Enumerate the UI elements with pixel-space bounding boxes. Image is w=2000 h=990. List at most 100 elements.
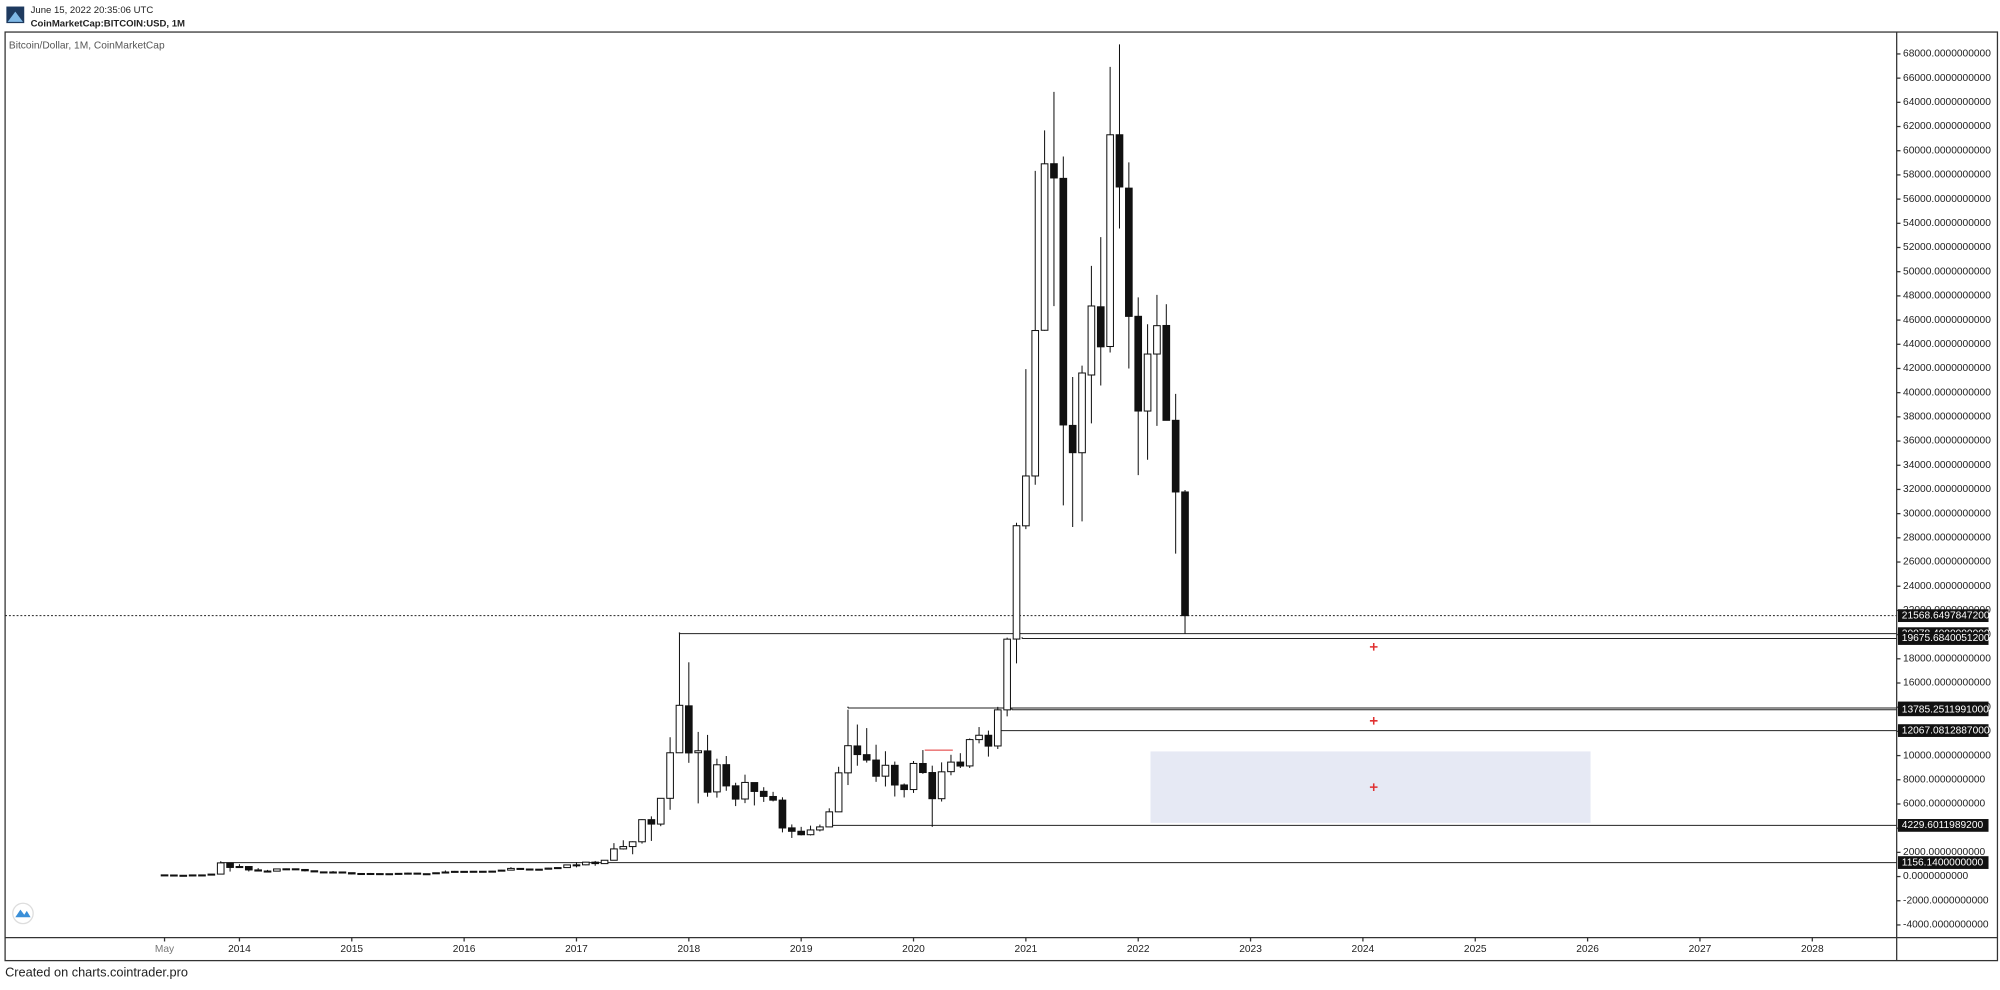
candle-body [357,872,365,876]
x-tick-label: May [155,944,175,955]
frame [4,31,1999,962]
candle-body [179,874,188,877]
y-tick-label: 42000.0000000000 [1903,363,1991,374]
candle-body [376,873,384,876]
candle-body [188,874,197,877]
candle-body [628,841,637,848]
y-tick-label: 24000.0000000000 [1903,581,1991,592]
chart-title: Bitcoin/Dollar, 1M, CoinMarketCap [9,41,165,52]
logo [6,6,25,24]
candle-body [685,705,693,754]
candle-body [469,870,478,873]
y-tick-label: 58000.0000000000 [1903,170,1991,181]
candle-body [610,848,618,861]
candle-body [965,739,974,767]
y-tick-label: 10000.0000000000 [1903,750,1991,761]
logo-badge-icon [15,909,31,918]
x-tick-label: 2015 [340,944,363,955]
level-label: 12067.0812887000 [1902,725,1990,736]
y-tick-label: 40000.0000000000 [1903,387,1991,398]
y-tick-label: 34000.0000000000 [1903,460,1991,471]
level-label-box [1897,609,1989,623]
candle-body [460,870,468,873]
y-tick-label: 62000.0000000000 [1903,121,1991,132]
candle-body [1068,424,1077,454]
y-tick-label: 46000.0000000000 [1903,315,1991,326]
candle-body [525,868,534,871]
candle-body [422,873,431,876]
candle-body [441,871,450,874]
y-tick-label: 28000.0000000000 [1903,533,1991,544]
candle-body [198,874,206,877]
y-tick-label: 38000.0000000000 [1903,412,1991,423]
y-tick-label: 64000.0000000000 [1903,97,1991,108]
candle-body [703,750,712,793]
candle-body [1050,163,1058,179]
candle-body [591,861,600,865]
candle-body [769,795,777,801]
candle-body [273,868,281,872]
y-tick-label: 26000.0000000000 [1903,557,1991,568]
candle-body [310,870,319,873]
header-symbol: CoinMarketCap:BITCOIN:USD, 1M [31,18,185,29]
candle-body [516,867,525,870]
candle-body [666,752,674,799]
candle-body [347,872,356,875]
candle-body [1078,372,1086,454]
candle-body [1171,419,1180,493]
x-tick-label: 2025 [1464,944,1487,955]
y-tick-label: 30000.0000000000 [1903,508,1991,519]
candle-body [319,871,328,874]
candle-body [432,872,440,875]
level-label: 19675.6840051200 [1902,633,1990,644]
candle-body [713,764,721,793]
candle-body [900,784,908,791]
y-tick-label: 54000.0000000000 [1903,218,1991,229]
y-tick-label: 32000.0000000000 [1903,484,1991,495]
candle-body [544,867,553,870]
candle-body [170,874,178,877]
candle-body [1059,177,1068,426]
level-label: 4229.6011989200 [1902,820,1984,831]
candle-body [928,772,937,800]
y-tick-label: 0.0000000000 [1903,871,1968,882]
candle-body [638,819,646,843]
x-tick-label: 2020 [902,944,925,955]
candle-body [844,745,852,774]
candle-body [291,868,300,871]
y-tick-label: 2000.0000000000 [1903,847,1985,858]
x-tick-label: 2027 [1689,944,1712,955]
x-tick-label: 2019 [790,944,813,955]
y-tick-label: 68000.0000000000 [1903,49,1991,60]
candle-body [282,868,291,871]
y-tick-label: 56000.0000000000 [1903,194,1991,205]
candle-body [984,734,993,747]
candle-body [263,870,272,873]
candle-body [404,872,412,875]
candle-body [553,867,562,870]
candle-body [722,764,731,787]
candle-body [582,861,590,866]
candle-body [825,811,834,828]
candle-body [947,761,955,773]
candle-body [207,873,216,876]
candle-body [872,759,880,777]
candle-body [338,871,347,874]
crosshair-markers [1369,643,1378,791]
candle-body [993,709,1002,747]
candle-body [226,862,234,868]
candle-body [956,761,965,767]
candle-body [806,829,815,836]
x-tick-label: 2024 [1352,944,1375,955]
candle-body [160,874,169,877]
candle-body [1181,491,1189,617]
candle-body [497,869,506,872]
candle-body [675,704,684,754]
y-tick-label: 18000.0000000000 [1903,653,1991,664]
level-label-box [1897,703,1989,717]
level-label-box [1897,724,1989,737]
y-tick-label: 50000.0000000000 [1903,266,1991,277]
